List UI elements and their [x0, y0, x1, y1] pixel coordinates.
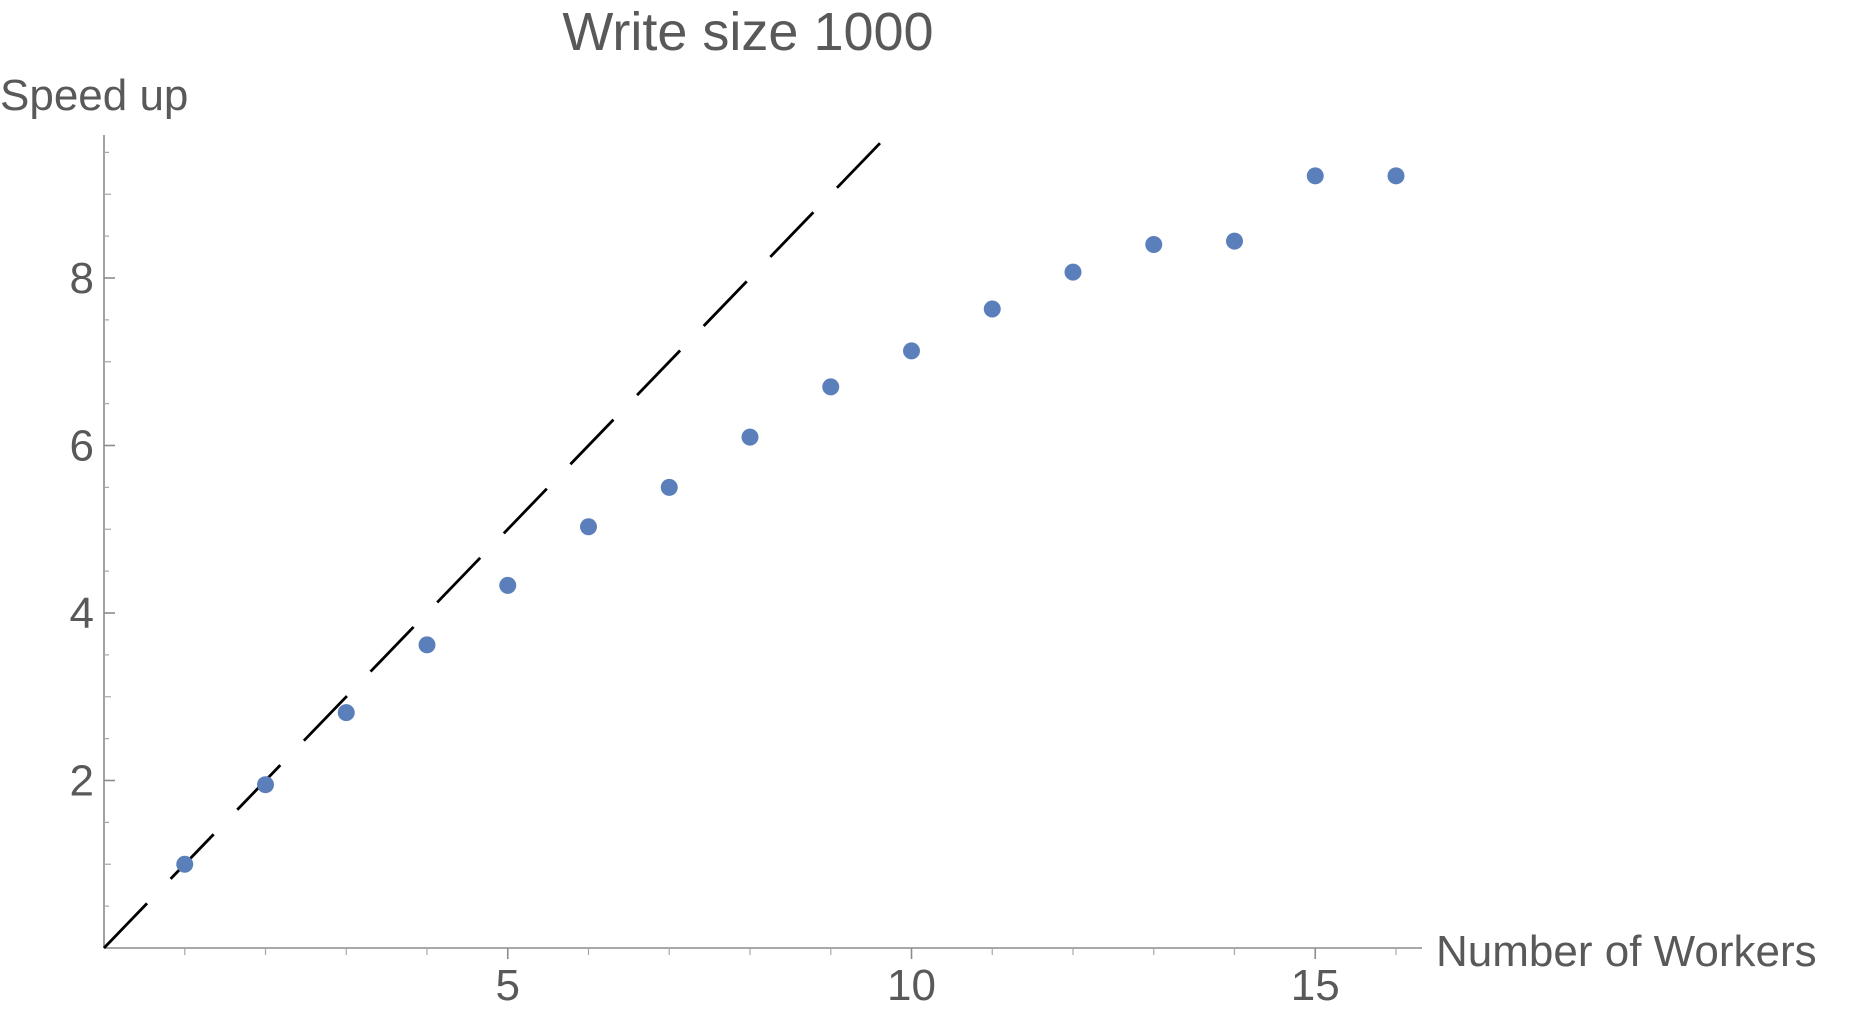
reference-line-layer — [102, 126, 897, 949]
data-point — [983, 300, 1001, 318]
points-layer — [176, 167, 1405, 873]
data-point — [660, 478, 678, 496]
data-point — [1387, 167, 1405, 185]
data-point — [337, 704, 355, 722]
data-point — [499, 576, 517, 594]
y-tick-label: 2 — [70, 757, 94, 806]
reference-line — [102, 126, 897, 949]
data-point — [418, 636, 436, 654]
data-point — [903, 342, 920, 360]
y-tick-label: 6 — [70, 422, 94, 471]
ticks-layer: 5 10 15 2 4 6 8 — [70, 151, 1397, 1010]
data-point — [580, 518, 597, 536]
data-point — [1226, 232, 1243, 250]
x-axis-label: Number of Workers — [1436, 927, 1817, 976]
data-point — [1145, 236, 1163, 253]
data-point — [176, 855, 194, 873]
data-point — [1064, 263, 1082, 281]
x-tick-label: 10 — [887, 961, 936, 1010]
y-tick-label: 4 — [70, 589, 94, 638]
x-tick-label: 5 — [496, 961, 520, 1010]
data-point — [1306, 167, 1324, 185]
data-point — [822, 378, 840, 396]
y-axis-label: Speed up — [0, 71, 188, 120]
data-point — [257, 776, 274, 794]
data-point — [741, 428, 759, 446]
chart-title: Write size 1000 — [562, 2, 933, 62]
x-tick-label: 15 — [1291, 961, 1340, 1010]
y-tick-label: 8 — [70, 254, 94, 303]
